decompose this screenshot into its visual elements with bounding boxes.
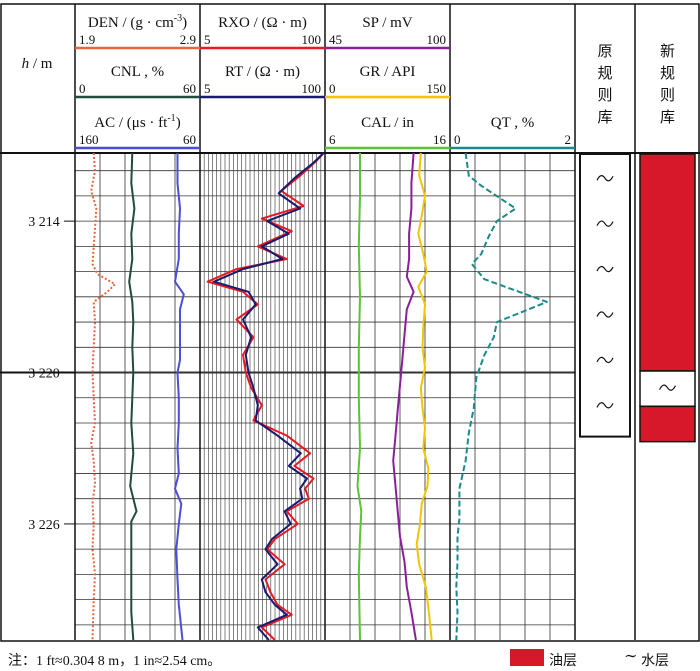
scale-min-label: 1.9	[79, 32, 95, 47]
curve-label: GR / API	[360, 64, 416, 80]
old-water-mark	[596, 311, 614, 318]
curve-label: DEN / (g · cm-3)	[88, 13, 187, 31]
old-water-mark	[596, 220, 614, 227]
new-rulebase-header: 新	[660, 43, 675, 60]
new-oil-zone	[639, 153, 696, 372]
depth-axis-label: h / m	[22, 56, 53, 72]
curve-label: QT , %	[491, 115, 534, 131]
legend-water-icon: ∼	[624, 648, 638, 665]
old-water-zone	[579, 153, 631, 438]
scale-max-label: 60	[183, 132, 196, 147]
depth-tick-label: 3 214	[28, 215, 60, 230]
scale-min-label: 6	[329, 132, 336, 147]
scale-min-label: 0	[79, 81, 86, 96]
grid	[0, 153, 575, 640]
new-water-mark	[658, 384, 677, 391]
frame	[0, 3, 700, 642]
depth-tick-label: 3 220	[28, 367, 60, 382]
scale-min-label: 0	[329, 81, 336, 96]
curve-sp	[392, 152, 417, 641]
old-water-mark	[596, 175, 614, 182]
scale-max-label: 100	[302, 32, 322, 47]
scale-max-label: 60	[183, 81, 196, 96]
curve-label: CAL / in	[361, 115, 414, 131]
legend-water-label: 水层	[641, 654, 669, 669]
new-oil-zone	[639, 405, 696, 443]
curve-qt	[455, 152, 548, 641]
old-water-mark	[596, 356, 614, 364]
old-water-mark	[596, 402, 614, 409]
old-water-mark	[596, 265, 614, 273]
legend-oil-swatch	[510, 649, 544, 666]
new-rulebase-header: 则	[660, 87, 675, 104]
old-rulebase-header: 原	[597, 44, 612, 60]
scale-max-label: 100	[427, 32, 447, 47]
curve-label: AC / (μs · ft-1)	[94, 113, 180, 131]
scale-min-label: 0	[454, 132, 461, 147]
scale-min-label: 5	[204, 81, 211, 96]
curve-label: CNL , %	[111, 64, 164, 80]
curve-label: SP / mV	[362, 15, 412, 31]
curve-ac	[174, 153, 185, 641]
curve-rt	[213, 152, 325, 641]
curve-den	[90, 152, 116, 641]
legend-oil-label: 油层	[549, 654, 577, 669]
old-rulebase-header: 规	[597, 65, 612, 82]
outer-frame	[0, 3, 700, 642]
scale-max-label: 2.9	[180, 32, 196, 47]
scale-max-label: 2	[565, 132, 572, 147]
new-rulebase-header: 库	[660, 109, 675, 126]
footnote: 注：1 ft≈0.304 8 m，1 in≈2.54 cm。	[8, 654, 222, 669]
scale-max-label: 100	[302, 81, 322, 96]
old-rulebase-header: 则	[597, 87, 612, 104]
scale-min-label: 160	[79, 132, 99, 147]
curve-rxo	[206, 152, 325, 641]
old-rulebase-header: 库	[597, 109, 612, 126]
curve-cnl	[128, 152, 138, 641]
scale-min-label: 45	[329, 32, 342, 47]
scale-max-label: 16	[433, 132, 447, 147]
curve-gr	[415, 152, 433, 641]
curve-label: RT / (Ω · m)	[225, 64, 300, 80]
scale-max-label: 150	[427, 81, 447, 96]
curve-cal	[356, 153, 363, 641]
scale-min-label: 5	[204, 32, 211, 47]
curve-label: RXO / (Ω · m)	[218, 15, 307, 31]
new-rulebase-header: 规	[660, 65, 675, 82]
depth-tick-label: 3 226	[28, 518, 60, 533]
